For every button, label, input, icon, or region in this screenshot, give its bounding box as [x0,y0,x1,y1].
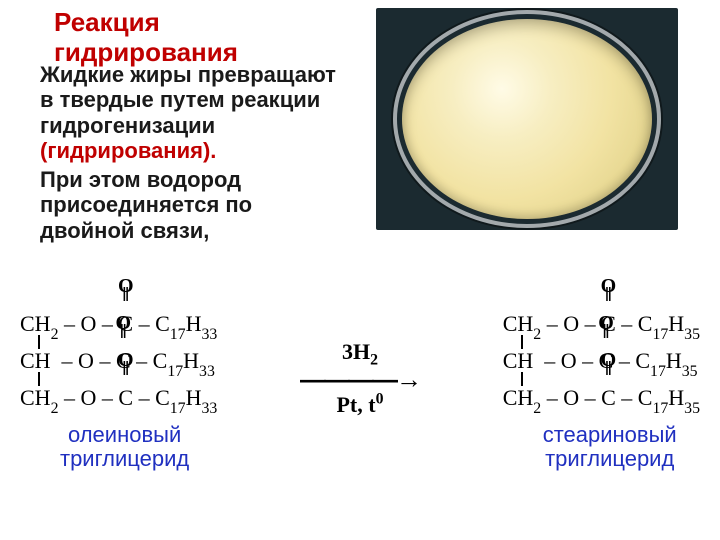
slide: Реакция гидрирования Жидкие жиры превращ… [0,0,720,540]
left-label-2: триглицерид [60,446,189,471]
right-label-1: стеариновый [543,422,677,447]
body-p1-red: (гидрирования). [40,138,340,163]
right-row-3: CH2 – O – CO‖ – C17H35 [503,386,700,409]
slide-title: Реакция гидрирования [54,8,238,68]
carbonyl-O: O‖ [601,356,617,374]
carbonyl-O: O‖ [116,319,132,337]
left-label: олеиновый триглицерид [60,423,189,471]
title-line1: Реакция [54,7,160,37]
reaction-equation: CH2 – O – CO‖ – C17H33 CH – O – CO‖ – C1… [20,286,700,516]
dish-fill [402,19,652,219]
right-molecule: CH2 – O – CO‖ – C17H35 CH – O – CO‖ – C1… [503,286,700,472]
left-label-1: олеиновый [68,422,181,447]
body-text: Жидкие жиры превращают в твердые путем р… [40,62,340,243]
body-p1-black: Жидкие жиры превращают в твердые путем р… [40,62,340,138]
right-label-2: триглицерид [545,446,674,471]
carbonyl-O: O‖ [118,356,134,374]
reagent-block: 3H2 ————→ Pt, t0 [296,340,424,417]
equation-row: CH2 – O – CO‖ – C17H33 CH – O – CO‖ – C1… [20,286,700,472]
reaction-arrow: ————→ [300,365,420,394]
right-label: стеариновый триглицерид [543,423,677,471]
left-molecule: CH2 – O – CO‖ – C17H33 CH – O – CO‖ – C1… [20,286,217,472]
backbone-bond [521,372,525,386]
left-row-3: CH2 – O – CO‖ – C17H33 [20,386,217,409]
carbonyl-O: O‖ [118,282,134,300]
reagent-bottom: Pt, t0 [300,393,420,417]
margarine-photo [376,8,678,230]
carbonyl-O: O‖ [601,282,617,300]
reagent-top: 3H2 [300,340,420,364]
backbone-bond [38,372,42,386]
carbonyl-O: O‖ [598,319,614,337]
body-p2: При этом водород присоединяется по двойн… [40,167,340,243]
backbone-bond [38,335,42,349]
backbone-bond [521,335,525,349]
